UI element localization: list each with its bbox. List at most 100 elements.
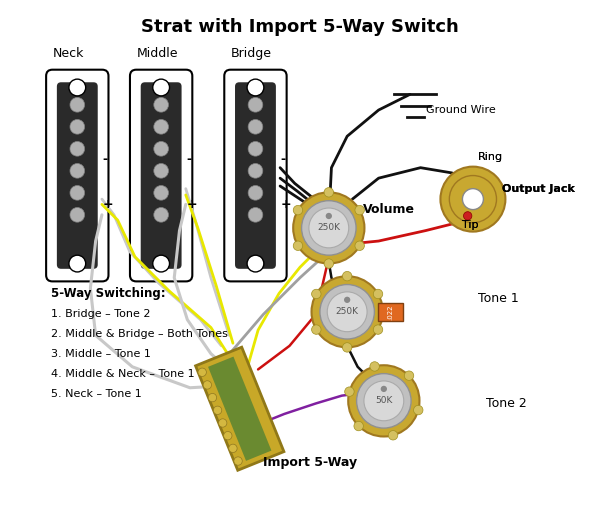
Circle shape [154,163,169,178]
Circle shape [208,394,217,402]
Circle shape [248,208,263,222]
Circle shape [324,259,334,268]
Text: 5. Neck – Tone 1: 5. Neck – Tone 1 [51,389,142,399]
Circle shape [234,457,242,465]
Circle shape [404,371,414,380]
Circle shape [70,208,85,222]
Circle shape [69,79,86,96]
Circle shape [373,289,383,299]
Circle shape [70,163,85,178]
Circle shape [324,188,334,197]
Circle shape [344,297,350,303]
Circle shape [248,119,263,134]
Circle shape [70,119,85,134]
Circle shape [309,208,349,248]
Circle shape [247,255,264,272]
Circle shape [153,79,170,96]
FancyBboxPatch shape [235,82,276,269]
Circle shape [343,271,352,281]
Text: +: + [186,198,197,211]
Circle shape [413,406,423,415]
Circle shape [449,176,497,223]
FancyBboxPatch shape [57,82,98,269]
Circle shape [326,213,332,219]
Text: Tip: Tip [463,220,479,231]
Circle shape [229,444,237,453]
Text: 1. Bridge – Tone 2: 1. Bridge – Tone 2 [51,309,151,320]
FancyBboxPatch shape [141,82,182,269]
Text: .022: .022 [387,304,393,320]
Text: Output Jack: Output Jack [502,183,575,194]
Circle shape [311,325,321,334]
Text: Tone 2: Tone 2 [486,397,527,410]
Circle shape [327,292,367,332]
Circle shape [248,185,263,200]
Circle shape [343,343,352,352]
Circle shape [293,241,302,250]
Circle shape [70,141,85,156]
Text: Ring: Ring [478,152,503,162]
Circle shape [364,381,404,421]
Text: -: - [281,154,286,166]
Circle shape [463,212,472,220]
Circle shape [69,255,86,272]
Circle shape [355,205,364,215]
Circle shape [198,368,206,376]
Circle shape [214,406,222,414]
Circle shape [388,431,398,440]
Circle shape [153,255,170,272]
Text: Bridge: Bridge [230,47,272,60]
Text: Strat with Import 5-Way Switch: Strat with Import 5-Way Switch [141,18,459,36]
Circle shape [154,97,169,112]
Text: 2. Middle & Bridge – Both Tones: 2. Middle & Bridge – Both Tones [51,329,228,340]
Circle shape [355,241,364,250]
Circle shape [293,205,302,215]
Circle shape [293,192,364,264]
Circle shape [345,387,354,396]
Circle shape [248,163,263,178]
Circle shape [311,289,321,299]
FancyBboxPatch shape [224,70,287,281]
Circle shape [373,325,383,334]
Text: Tip: Tip [463,220,479,231]
Text: -: - [103,154,107,166]
Circle shape [311,276,383,347]
Text: Ground Wire: Ground Wire [426,105,496,115]
Text: -: - [186,154,191,166]
Circle shape [70,97,85,112]
Circle shape [70,185,85,200]
Circle shape [248,97,263,112]
Text: 250K: 250K [335,307,359,316]
Circle shape [302,201,356,255]
Text: +: + [103,198,113,211]
Circle shape [247,79,264,96]
Circle shape [203,381,212,389]
Bar [377,303,403,321]
Circle shape [154,208,169,222]
Circle shape [356,374,411,428]
Polygon shape [196,347,284,470]
Circle shape [154,185,169,200]
Circle shape [320,285,374,339]
Text: 3. Middle – Tone 1: 3. Middle – Tone 1 [51,349,151,359]
Circle shape [218,419,227,427]
Circle shape [348,365,419,436]
Text: 5-Way Switching:: 5-Way Switching: [51,287,166,300]
Circle shape [154,141,169,156]
Text: 4. Middle & Neck – Tone 1: 4. Middle & Neck – Tone 1 [51,369,195,379]
Circle shape [248,141,263,156]
Circle shape [370,362,379,371]
FancyBboxPatch shape [130,70,193,281]
Text: Output Jack: Output Jack [502,183,575,194]
Text: Neck: Neck [52,47,84,60]
Text: +: + [281,198,291,211]
Circle shape [224,431,232,440]
Text: 250K: 250K [317,223,340,233]
Text: Volume: Volume [363,203,415,216]
Text: Middle: Middle [136,47,178,60]
Text: Tone 1: Tone 1 [478,292,519,305]
Circle shape [354,421,364,431]
FancyBboxPatch shape [46,70,109,281]
Circle shape [380,386,387,392]
Text: Import 5-Way: Import 5-Way [263,456,358,468]
